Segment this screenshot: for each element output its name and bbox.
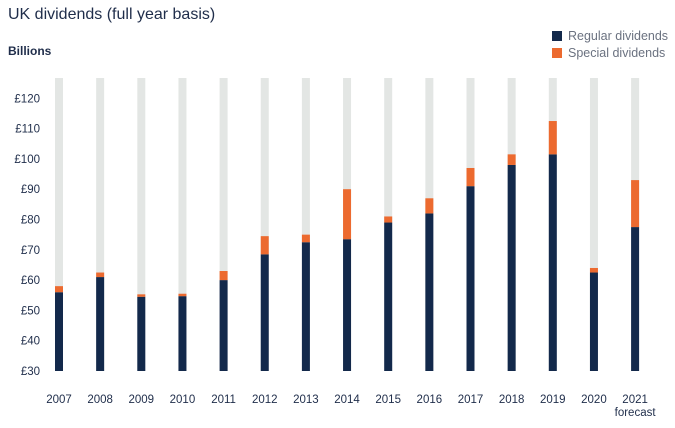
background-bar (178, 78, 187, 371)
y-tick-label: £80 (21, 215, 40, 227)
x-tick-sublabel: forecast (615, 407, 657, 419)
x-tick-label: 2019 (540, 394, 566, 406)
regular-dividend-bar-2021 (631, 227, 640, 371)
x-tick-label: 2014 (334, 394, 360, 406)
special-dividend-bar-2017 (466, 167, 475, 187)
y-tick-label: £100 (14, 154, 40, 166)
background-bar (96, 78, 105, 371)
legend-label-regular: Regular dividends (568, 28, 669, 43)
special-dividend-bar-2013 (301, 234, 310, 243)
special-dividend-bar-2008 (96, 272, 105, 278)
x-tick-label: 2016 (417, 394, 443, 406)
legend-item-regular: Regular dividends (552, 27, 668, 44)
regular-dividend-bar-2007 (55, 292, 63, 371)
y-tick-label: £110 (15, 124, 40, 136)
regular-dividend-bar-2009 (137, 296, 146, 371)
y-tick-label: £50 (21, 305, 40, 317)
legend: Regular dividends Special dividends (552, 27, 668, 61)
regular-dividend-bar-2020 (589, 272, 598, 371)
special-dividend-bar-2019 (548, 121, 557, 155)
x-tick-label: 2007 (46, 394, 72, 406)
legend-item-special: Special dividends (552, 44, 668, 61)
x-tick-label: 2012 (252, 394, 278, 406)
regular-dividend-bar-2008 (96, 277, 105, 371)
background-bar (260, 78, 269, 371)
special-dividend-bar-2010 (178, 293, 187, 297)
special-dividend-bar-2021 (631, 180, 640, 228)
special-dividend-bar-2012 (260, 236, 269, 255)
y-tick-label: £70 (21, 245, 40, 257)
regular-dividend-bar-2018 (507, 164, 516, 371)
special-dividend-bar-2009 (137, 294, 146, 297)
y-tick-label: £40 (21, 336, 40, 348)
special-dividend-bar-2015 (384, 216, 393, 223)
regular-dividend-bar-2012 (260, 254, 269, 371)
legend-swatch-special (552, 47, 562, 58)
x-tick-label: 2015 (375, 394, 401, 406)
background-bar (137, 78, 146, 371)
y-axis-units-label: Billions (8, 44, 52, 58)
regular-dividend-bar-2011 (219, 280, 228, 371)
x-tick-label: 2021 (622, 394, 648, 406)
background-bar (219, 78, 228, 371)
x-tick-label: 2008 (87, 394, 113, 406)
regular-dividend-bar-2013 (301, 242, 310, 371)
special-dividend-bar-2011 (219, 271, 228, 281)
regular-dividend-bar-2014 (343, 239, 352, 371)
x-tick-label: 2018 (499, 394, 525, 406)
background-bar (589, 78, 598, 371)
chart-title: UK dividends (full year basis) (8, 6, 216, 23)
y-tick-label: £30 (21, 366, 40, 378)
special-dividend-bar-2020 (589, 267, 598, 273)
special-dividend-bar-2007 (55, 286, 63, 293)
special-dividend-bar-2014 (343, 189, 352, 240)
legend-swatch-regular (552, 30, 562, 41)
x-tick-label: 2009 (129, 394, 155, 406)
special-dividend-bar-2016 (425, 198, 434, 214)
y-tick-label: £90 (21, 184, 40, 196)
background-bar (55, 78, 63, 371)
x-tick-label: 2017 (458, 394, 484, 406)
x-tick-label: 2011 (211, 394, 236, 406)
regular-dividend-bar-2017 (466, 186, 475, 371)
y-tick-label: £120 (14, 93, 40, 105)
background-bar (301, 78, 310, 371)
regular-dividend-bar-2015 (384, 222, 393, 371)
x-tick-label: 2010 (170, 394, 196, 406)
x-tick-label: 2020 (581, 394, 607, 406)
y-tick-label: £60 (21, 275, 40, 287)
x-tick-label: 2013 (293, 394, 319, 406)
regular-dividend-bar-2016 (425, 213, 434, 371)
legend-label-special: Special dividends (568, 45, 666, 60)
special-dividend-bar-2018 (507, 154, 516, 165)
regular-dividend-bar-2019 (548, 154, 557, 371)
regular-dividend-bar-2010 (178, 296, 187, 371)
